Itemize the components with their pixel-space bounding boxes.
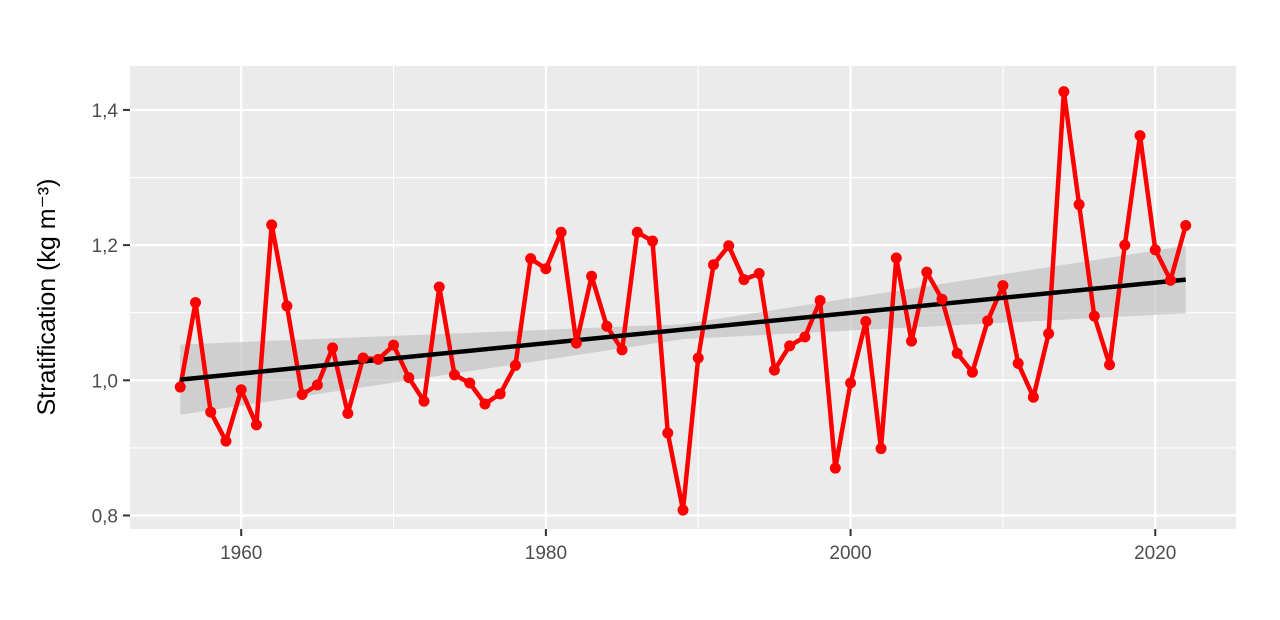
data-point (220, 435, 232, 447)
trend-line-group (180, 277, 1186, 382)
data-point (555, 226, 567, 238)
data-point (784, 340, 796, 352)
data-point (921, 266, 933, 278)
y-tick-label: 0,8 (92, 506, 118, 527)
data-point (1180, 220, 1192, 232)
data-point (677, 504, 689, 516)
data-point (311, 379, 323, 391)
data-point (860, 315, 872, 327)
data-point (799, 331, 811, 343)
data-point (997, 280, 1009, 292)
data-point (707, 259, 719, 271)
data-point (327, 342, 339, 354)
data-point (296, 388, 308, 400)
data-point (1088, 310, 1100, 322)
data-point (464, 377, 476, 389)
data-point (1104, 359, 1116, 371)
data-point (1149, 244, 1161, 256)
data-point (1012, 357, 1024, 369)
data-point (647, 235, 659, 247)
data-point (190, 297, 202, 309)
data-point (433, 281, 445, 293)
x-tick-label: 2000 (829, 543, 871, 564)
x-axis-ticks: 1960 1980 2000 2020 (220, 529, 1176, 564)
data-point (479, 398, 491, 410)
data-point (205, 406, 217, 418)
data-point (1043, 328, 1055, 340)
x-tick-label: 2020 (1134, 543, 1176, 564)
data-point (448, 369, 460, 381)
data-point (174, 381, 186, 393)
data-point (951, 347, 963, 359)
data-point (738, 274, 750, 286)
data-point (723, 240, 735, 252)
data-point (403, 372, 415, 384)
data-point (388, 339, 400, 351)
data-point (342, 407, 354, 419)
data-point (936, 293, 948, 305)
data-point (235, 384, 247, 396)
data-point (662, 427, 674, 439)
y-tick-label: 1,0 (92, 371, 118, 392)
data-point (631, 226, 643, 238)
data-point (266, 219, 278, 231)
data-point (357, 352, 369, 364)
data-point (829, 462, 841, 474)
data-point (906, 335, 918, 347)
data-point (1058, 86, 1070, 98)
data-point (1119, 239, 1131, 251)
data-point (890, 252, 902, 264)
data-point (525, 253, 537, 265)
data-point (372, 353, 384, 365)
trend-line (180, 277, 1186, 382)
data-point (418, 395, 430, 407)
data-point (753, 268, 765, 280)
y-tick-label: 1,2 (92, 236, 118, 257)
data-point (250, 419, 262, 431)
data-point (494, 388, 506, 400)
data-points (174, 86, 1192, 516)
data-point (540, 263, 552, 275)
data-point (966, 366, 978, 378)
data-point (586, 270, 598, 282)
x-tick-label: 1980 (525, 543, 567, 564)
data-point (875, 443, 887, 455)
data-point (1027, 391, 1039, 403)
data-point (281, 300, 293, 312)
data-point (982, 315, 994, 327)
data-point (601, 320, 613, 332)
x-tick-label: 1960 (220, 543, 262, 564)
y-axis-title: Stratification (kg m⁻³) (33, 179, 61, 416)
y-axis-ticks: 0,8 1,0 1,2 1,4 (92, 101, 130, 527)
data-point (1134, 130, 1146, 142)
data-point (616, 344, 628, 356)
data-point (814, 295, 826, 307)
data-point (1073, 199, 1085, 211)
data-point (768, 364, 780, 376)
data-point (509, 359, 521, 371)
data-point (845, 377, 857, 389)
y-tick-label: 1,4 (92, 101, 119, 122)
data-point (570, 337, 582, 349)
data-point (1164, 274, 1176, 286)
data-point (692, 352, 704, 364)
